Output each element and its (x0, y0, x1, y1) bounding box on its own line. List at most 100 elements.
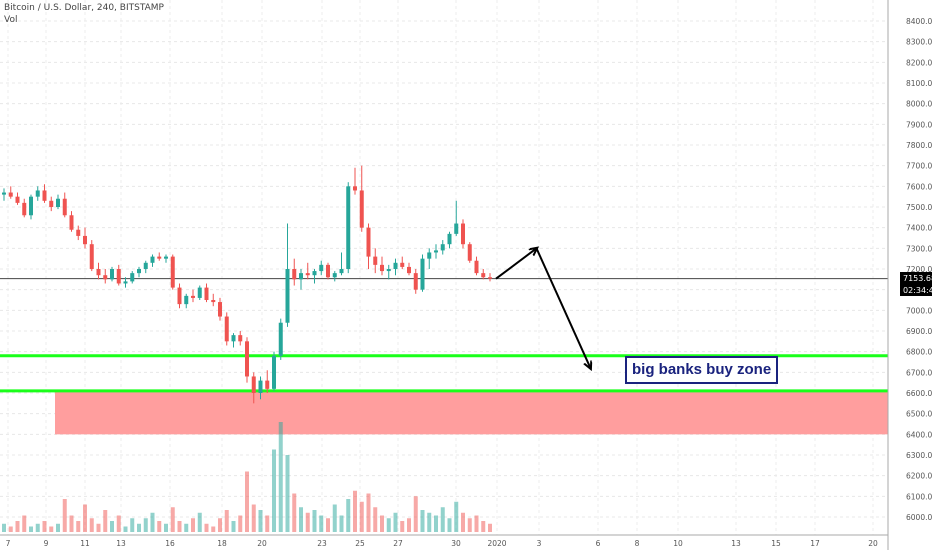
volume-bar (427, 512, 432, 532)
volume-bar (123, 526, 128, 532)
volume-bar (29, 526, 33, 532)
volume-bar (49, 526, 54, 532)
volume-bar (22, 515, 27, 532)
time-tick-label: 17 (810, 539, 820, 548)
candle-body (292, 269, 297, 280)
candle-body (157, 256, 162, 259)
annotation-box[interactable]: big banks buy zone (625, 356, 779, 384)
candle-body (22, 202, 27, 216)
volume-bar (407, 518, 411, 532)
last-price-tag-bg (900, 272, 932, 284)
candle-body (454, 223, 459, 234)
candle-body (461, 223, 465, 245)
candle-body (137, 269, 141, 274)
candle-body (123, 281, 128, 284)
volume-bar (170, 507, 175, 532)
candle-body (366, 227, 371, 257)
price-tick-label: 7200.00 (906, 265, 932, 274)
candle-body (353, 186, 357, 191)
candle-body (110, 269, 114, 280)
candle-body (15, 196, 20, 203)
price-tick-label: 6600.00 (906, 389, 932, 398)
time-tick-label: 8 (635, 539, 640, 548)
volume-bar (447, 518, 452, 532)
volume-bar (305, 512, 310, 532)
candle-body (56, 198, 60, 207)
candle-body (251, 376, 256, 393)
volume-bar (164, 523, 168, 532)
price-tick-label: 7700.00 (906, 162, 932, 171)
candle-body (339, 269, 344, 274)
time-tick-label: 27 (393, 539, 403, 548)
candle-body (427, 252, 432, 259)
volume-bar (8, 526, 13, 532)
countdown-tag: 02:34:40 (903, 286, 932, 295)
volume-bar (326, 518, 330, 532)
volume-bar (191, 518, 195, 532)
buy-zone-box (55, 390, 888, 435)
candle-body (373, 256, 378, 265)
time-tick-label: 10 (673, 539, 683, 548)
time-tick-label: 16 (165, 539, 175, 548)
volume-bar (393, 512, 398, 532)
projection-arrow (495, 248, 537, 280)
candle-body (258, 380, 263, 393)
price-tick-label: 7500.00 (906, 203, 932, 212)
price-tick-label: 6900.00 (906, 327, 932, 336)
countdown-tag-bg (900, 284, 932, 296)
projection-arrow (535, 247, 591, 368)
candle-body (8, 192, 13, 197)
projection-arrows (495, 247, 591, 368)
volume-bar (35, 523, 40, 532)
candle-body (42, 190, 47, 201)
time-tick-label: 6 (596, 539, 601, 548)
price-tick-label: 8000.00 (906, 100, 932, 109)
price-axis[interactable]: 6000.00 6100.00 6200.00 6300.00 6400.00 6500.… (887, 0, 932, 550)
candle-body (103, 275, 108, 280)
candle-body (164, 256, 168, 259)
time-axis[interactable]: 7 9 11 13 16 18 20 23 25 27 30 2020 3 6 8 10 13 15 17 20 (0, 534, 888, 548)
candle-body (272, 355, 276, 389)
candle-body (346, 186, 351, 269)
candle-body (35, 190, 40, 197)
candle-body (312, 271, 317, 276)
candle-body (204, 287, 209, 300)
volume-bar (420, 510, 425, 532)
time-tick-label: 13 (116, 539, 126, 548)
candle-body (420, 258, 425, 290)
volume-bar (481, 521, 486, 532)
candle-body (211, 300, 216, 303)
candle-body (177, 287, 182, 305)
volume-bar (434, 515, 438, 532)
candle-body (29, 196, 33, 216)
price-tick-label: 8400.00 (906, 17, 932, 26)
candle-body (218, 302, 222, 317)
candle-body (231, 335, 236, 342)
volume-bar (211, 526, 216, 532)
volume-bar (400, 521, 405, 532)
price-tick-label: 7000.00 (906, 306, 932, 315)
candle-body (285, 269, 290, 323)
volume-bar (278, 422, 283, 532)
volume-bar (137, 523, 141, 532)
volume-bar (461, 512, 465, 532)
time-tick-label: 25 (355, 539, 365, 548)
volume-bar (245, 471, 249, 532)
price-tags: 7153.68 02:34:40 (900, 272, 932, 296)
candle-body (359, 190, 364, 228)
volume-bar (143, 518, 148, 532)
volume-bar (204, 523, 209, 532)
time-tick-label: 11 (80, 539, 90, 548)
candle-body (440, 244, 445, 251)
volume-bar (157, 521, 162, 532)
candle-body (299, 273, 303, 280)
price-tick-label: 6000.00 (906, 513, 932, 522)
volume-bar (56, 523, 60, 532)
volume-bar (366, 493, 371, 532)
candle-body (245, 341, 249, 377)
volume-bar (150, 512, 155, 532)
candle-body (150, 256, 155, 263)
price-tick-label: 8300.00 (906, 38, 932, 47)
